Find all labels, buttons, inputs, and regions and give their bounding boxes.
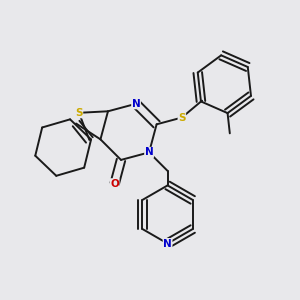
Text: S: S <box>75 108 83 118</box>
Text: N: N <box>132 99 140 109</box>
Text: S: S <box>178 112 186 122</box>
Text: N: N <box>145 147 154 158</box>
Text: N: N <box>163 238 172 248</box>
Text: O: O <box>110 179 119 189</box>
